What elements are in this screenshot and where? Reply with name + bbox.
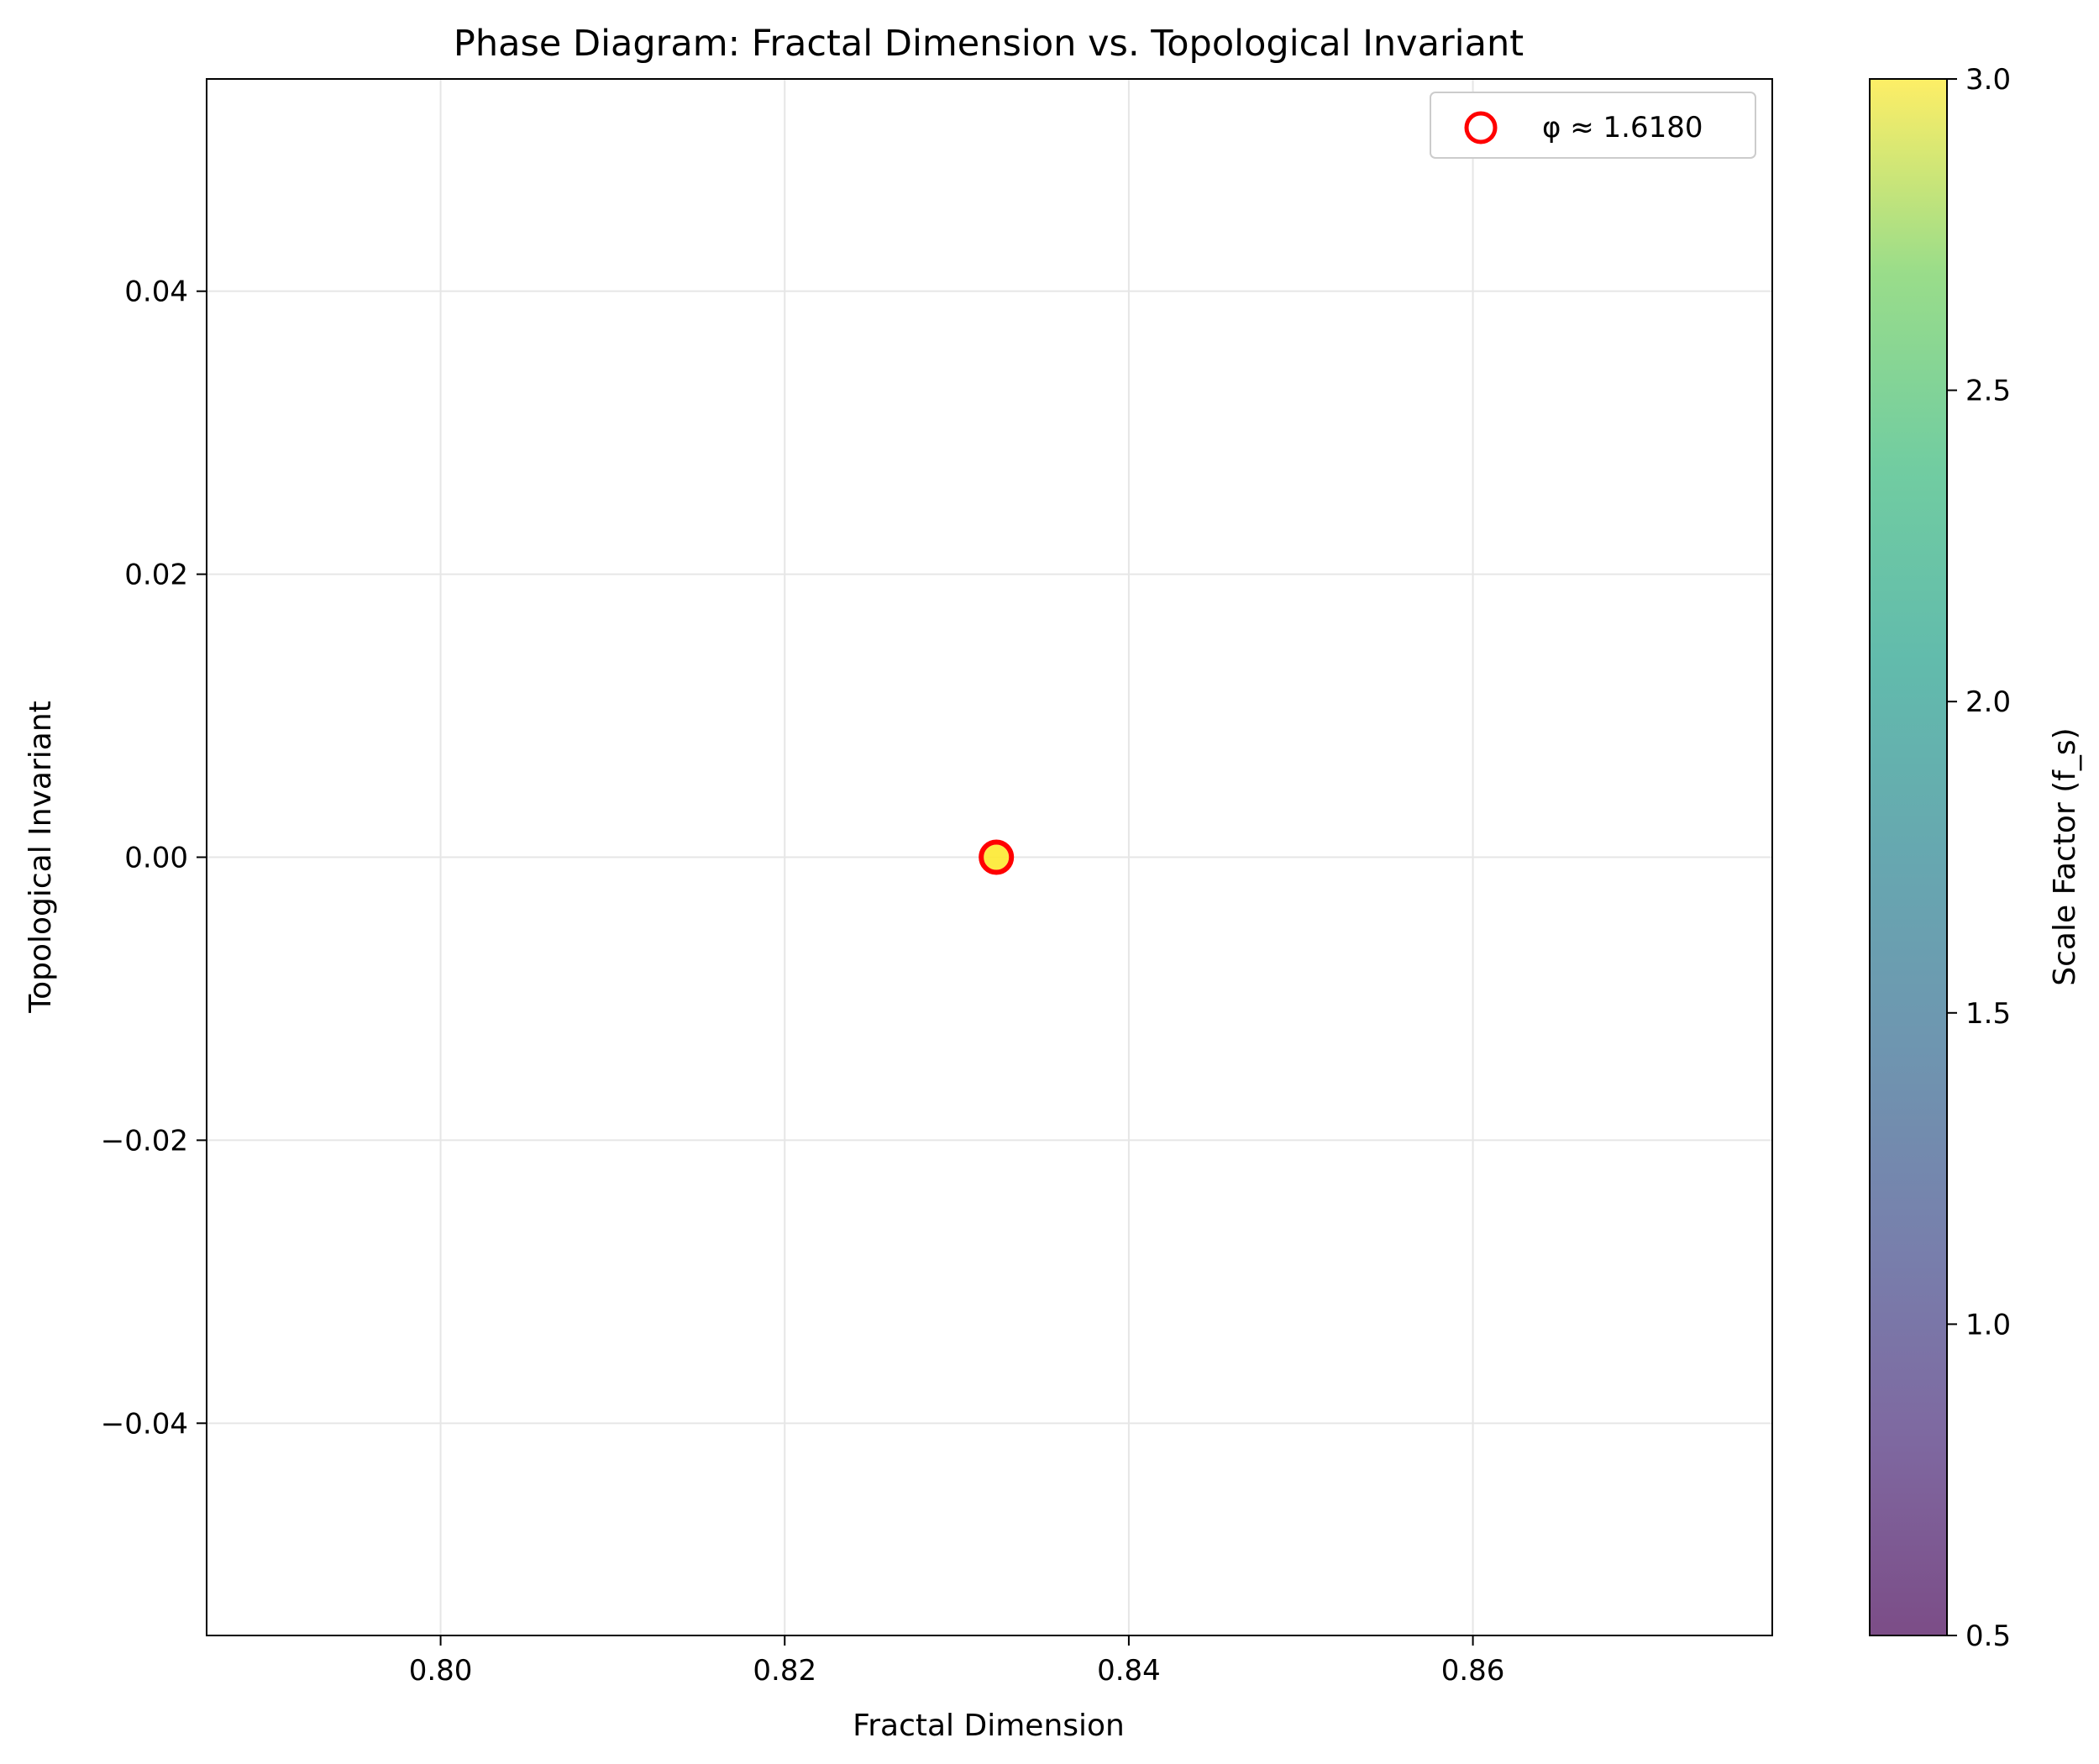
- y-tick-label: −0.04: [101, 1407, 188, 1441]
- grid-lines: [207, 79, 1772, 1635]
- y-tick-label: −0.02: [101, 1124, 188, 1158]
- y-tick-label: 0.04: [124, 276, 188, 309]
- y-axis-label: Topological Invariant: [24, 701, 58, 1014]
- colorbar-tick-label: 1.5: [1965, 997, 2011, 1031]
- colorbar-tick-label: 1.0: [1965, 1308, 2011, 1341]
- legend-box: [1430, 92, 1756, 159]
- data-point: [984, 844, 1010, 870]
- colorbar-tick-label: 2.5: [1965, 375, 2011, 408]
- legend-entry-label: φ ≈ 1.6180: [1542, 111, 1703, 144]
- colorbar-tick-label: 0.5: [1965, 1620, 2011, 1653]
- colorbar-label: Scale Factor (f_s): [2048, 727, 2082, 985]
- colorbar-tick-label: 3.0: [1965, 63, 2011, 97]
- colorbar: 0.5 1.0 1.5 2.0 2.5 3.0 Scale Factor (f_s): [1869, 63, 2082, 1653]
- colorbar-gradient: [1870, 79, 1947, 1635]
- x-tick-label: 0.80: [409, 1654, 473, 1688]
- y-axis-ticks: −0.04 −0.02 0.00 0.02 0.04: [101, 276, 207, 1441]
- chart-title: Phase Diagram: Fractal Dimension vs. Top…: [454, 23, 1524, 65]
- colorbar-tick-label: 2.0: [1965, 685, 2011, 719]
- x-axis-label: Fractal Dimension: [853, 1709, 1125, 1743]
- legend-marker: [1464, 111, 1498, 144]
- data-points: [979, 839, 1015, 875]
- colorbar-frame: [1869, 78, 1948, 1636]
- colorbar-ticks: 0.5 1.0 1.5 2.0 2.5 3.0: [1947, 63, 2011, 1653]
- highlight-marker: [979, 839, 1015, 875]
- x-axis-ticks: 0.80 0.82 0.84 0.86: [409, 1635, 1505, 1688]
- y-tick-label: 0.00: [124, 842, 188, 875]
- x-tick-label: 0.86: [1441, 1654, 1505, 1688]
- y-tick-label: 0.02: [124, 559, 188, 592]
- legend: φ ≈ 1.6180: [1430, 92, 1756, 159]
- x-tick-label: 0.84: [1097, 1654, 1161, 1688]
- x-tick-label: 0.82: [753, 1654, 816, 1688]
